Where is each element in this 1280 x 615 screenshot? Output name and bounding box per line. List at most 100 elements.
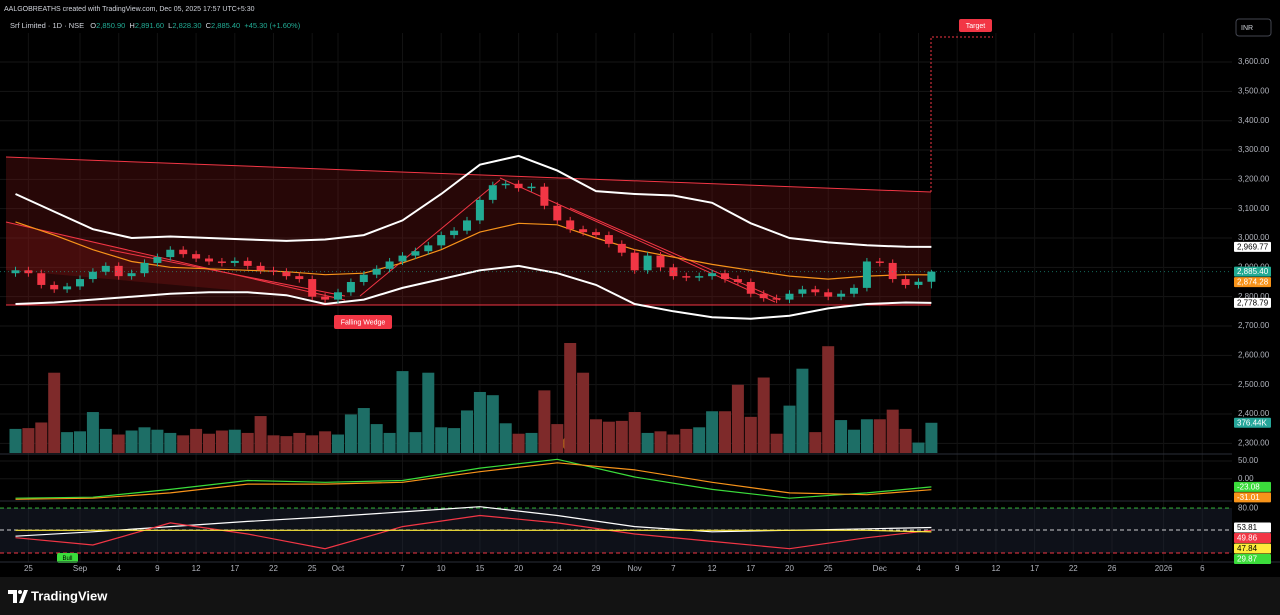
- x-tick-label: 25: [24, 564, 33, 573]
- candle-body: [798, 289, 807, 294]
- volume-bar: [86, 412, 99, 453]
- candle-body: [914, 281, 923, 285]
- candle-body: [553, 205, 562, 221]
- candle-body: [230, 260, 239, 263]
- pattern-label: Falling Wedge: [341, 319, 386, 326]
- volume-bar: [396, 371, 409, 453]
- x-tick-label: 12: [708, 564, 717, 573]
- volume-bar: [409, 432, 422, 453]
- candle-body: [733, 279, 742, 283]
- volume-bar: [602, 421, 615, 453]
- x-tick-label: 25: [308, 564, 317, 573]
- currency-label[interactable]: INR: [1241, 25, 1253, 32]
- volume-bar: [344, 414, 357, 453]
- volume-bar: [74, 431, 86, 453]
- legend-key: C: [206, 21, 212, 30]
- volume-bar: [654, 431, 667, 453]
- volume-bar: [435, 427, 448, 453]
- candle-body: [359, 274, 368, 283]
- candle-body: [643, 255, 652, 271]
- volume-bar: [757, 377, 770, 453]
- volume-bar: [525, 432, 538, 453]
- x-tick-label: 2026: [1155, 564, 1173, 573]
- candle-body: [695, 276, 704, 278]
- indicator-line: [15, 529, 932, 533]
- y-tick-label: 2,800.00: [1238, 292, 1270, 301]
- x-tick-label: 12: [991, 564, 1000, 573]
- candle-body: [217, 261, 226, 263]
- marks: [0, 154, 1232, 550]
- x-tick-label: Sep: [73, 564, 88, 573]
- candle-body: [385, 261, 394, 269]
- volume-bar: [538, 390, 551, 453]
- price-marker-label: 376.44K: [1237, 418, 1267, 427]
- x-tick-label: 29: [592, 564, 601, 573]
- volume-bar: [319, 431, 332, 453]
- price-marker-label: 53.81: [1237, 523, 1258, 532]
- volume-bar: [306, 435, 319, 453]
- y-tick-label: 3,400.00: [1238, 116, 1270, 125]
- legend-value: 2,891.60: [135, 21, 164, 30]
- y-tick-label: 3,000.00: [1238, 233, 1270, 242]
- volume-bar: [177, 435, 190, 453]
- candle-body: [321, 296, 330, 300]
- candle-body: [88, 271, 97, 280]
- volume-bar: [809, 432, 822, 453]
- x-tick-label: 20: [785, 564, 794, 573]
- legend-key: O: [90, 21, 96, 30]
- volume-bar: [835, 420, 848, 453]
- volume-bar: [744, 416, 757, 453]
- y-tick-label: 2,600.00: [1238, 350, 1270, 359]
- volume-bar: [461, 410, 473, 453]
- candle-body: [140, 262, 149, 274]
- volume-bar: [512, 433, 525, 453]
- wedge-line: [109, 249, 346, 297]
- x-tick-label: 7: [671, 564, 676, 573]
- volume-bar: [615, 420, 628, 453]
- wedge-line: [5, 221, 346, 301]
- price-marker: [1234, 266, 1271, 277]
- y-tick-label: 3,100.00: [1238, 204, 1270, 213]
- currency-button[interactable]: [1235, 18, 1272, 37]
- candle-body: [463, 220, 471, 231]
- volume-bar: [473, 391, 486, 453]
- candle-body: [127, 273, 136, 277]
- footer-brand: TradingView: [31, 588, 108, 603]
- candle-body: [850, 287, 858, 294]
- legend-value: 2,828.30: [172, 21, 201, 30]
- candle-body: [101, 265, 110, 272]
- x-tick-label: 22: [1069, 564, 1078, 573]
- x-tick-label: Dec: [873, 564, 887, 573]
- indicator-line: [15, 458, 932, 499]
- volume-bar: [151, 429, 164, 453]
- volume-bar: [267, 435, 280, 453]
- x-tick-label: 26: [1108, 564, 1117, 573]
- volume-bar: [332, 434, 344, 453]
- candle-body: [475, 199, 484, 221]
- price-marker: [1234, 522, 1271, 533]
- price-marker-label: 2,885.40: [1237, 267, 1269, 276]
- x-tick-label: 24: [553, 564, 562, 573]
- candle-body: [746, 282, 755, 294]
- volume-bar: [254, 416, 267, 453]
- price-marker-label: 47.84: [1237, 544, 1258, 553]
- volume-bar: [241, 432, 254, 453]
- candle-body: [901, 279, 910, 285]
- volume-bar: [822, 346, 835, 453]
- price-marker: [1234, 532, 1271, 543]
- candle-body: [50, 284, 59, 290]
- candle-body: [669, 267, 678, 277]
- candle-body: [269, 270, 278, 272]
- price-marker: [1234, 241, 1271, 252]
- candle-body: [334, 292, 342, 300]
- legend-symbol: Srf Limited · 1D · NSE: [10, 21, 84, 30]
- credit: AALGOBREATHS created with TradingView.co…: [4, 6, 255, 13]
- volume-bar: [164, 432, 177, 453]
- volume-bar: [925, 422, 938, 453]
- y-tick-label: 3,300.00: [1238, 145, 1270, 154]
- volume-bar: [912, 442, 925, 453]
- price-marker-label: 2,969.77: [1237, 242, 1269, 251]
